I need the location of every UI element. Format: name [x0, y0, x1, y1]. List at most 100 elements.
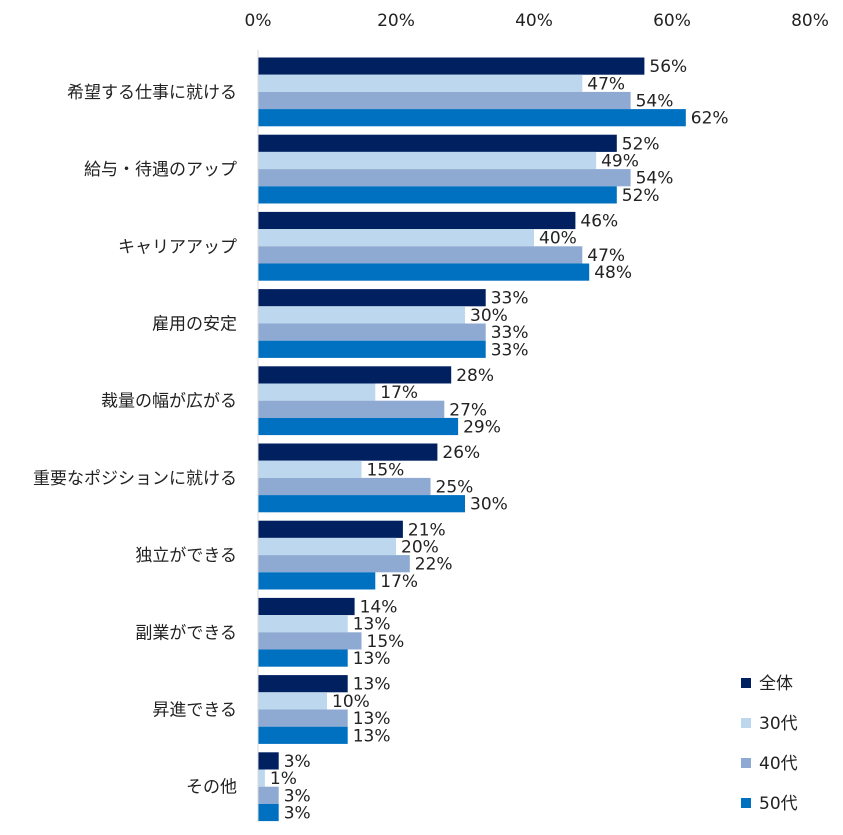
bar — [258, 57, 645, 75]
bar — [258, 211, 576, 230]
bar — [258, 572, 376, 590]
bar-value-label: 46% — [580, 212, 618, 232]
bar-value-label: 17% — [380, 572, 418, 592]
legend-label: 30代 — [759, 714, 798, 734]
bar — [258, 649, 348, 667]
bar-value-label: 26% — [442, 443, 480, 463]
bar-value-label: 29% — [463, 418, 501, 438]
bar-value-label: 30% — [470, 306, 508, 326]
x-tick-label: 80% — [791, 11, 829, 31]
bar-value-label: 28% — [456, 366, 494, 386]
bar-value-label: 17% — [380, 383, 418, 403]
category-label: 雇用の安定 — [152, 315, 237, 335]
bar — [258, 340, 486, 358]
bar — [258, 460, 362, 478]
bar — [258, 229, 534, 247]
bar — [258, 306, 465, 324]
bar — [258, 366, 452, 384]
bar — [258, 495, 465, 513]
legend-label: 40代 — [759, 754, 798, 774]
category-label: その他 — [186, 778, 237, 798]
legend-label: 全体 — [759, 674, 793, 694]
category-labels: 希望する仕事に就ける給与・待遇のアップキャリアアップ雇用の安定裁量の幅が広がる重… — [33, 83, 237, 798]
bar — [258, 786, 279, 804]
bar — [258, 803, 279, 822]
bar — [258, 632, 362, 650]
bar — [258, 186, 617, 204]
legend: 全体 30代 40代 50代 — [741, 674, 798, 814]
bar-value-label: 3% — [284, 752, 311, 772]
bar — [258, 263, 590, 281]
bar-value-label: 3% — [284, 804, 311, 824]
bar-value-label: 21% — [408, 520, 446, 540]
bar-value-label: 54% — [636, 92, 674, 112]
bar — [258, 615, 348, 633]
bar-value-label: 13% — [353, 675, 391, 695]
legend-label: 50代 — [759, 794, 798, 814]
bar-value-label: 25% — [436, 478, 474, 498]
category-label: 裁量の幅が広がる — [101, 392, 237, 412]
bar-value-label: 15% — [367, 632, 405, 652]
bar-value-label: 22% — [415, 555, 453, 575]
x-tick-label: 0% — [245, 11, 272, 31]
bar — [258, 726, 348, 744]
bar-value-label: 48% — [594, 263, 632, 283]
bar — [258, 769, 265, 787]
bar — [258, 692, 327, 710]
bar — [258, 597, 355, 616]
bar — [258, 675, 348, 693]
bar — [258, 134, 617, 152]
bars — [258, 57, 686, 822]
bar — [258, 555, 410, 573]
x-tick-label: 60% — [653, 11, 691, 31]
bar-value-label: 49% — [601, 152, 639, 172]
bar-value-label: 33% — [491, 323, 529, 343]
bar-value-label: 33% — [491, 289, 529, 309]
bar-value-label: 1% — [270, 769, 297, 789]
bar — [258, 91, 631, 110]
bar-value-label: 10% — [332, 692, 370, 712]
bar — [258, 477, 431, 496]
x-axis-ticks: 0% 20% 40% 60% 80% — [245, 11, 829, 31]
bar — [258, 169, 631, 187]
bar-value-label: 27% — [449, 400, 487, 420]
bar-value-label: 13% — [353, 726, 391, 746]
category-label: 希望する仕事に就ける — [67, 83, 237, 103]
bar-value-label: 56% — [649, 57, 687, 77]
bar — [258, 289, 486, 307]
bar-value-label: 14% — [360, 598, 398, 618]
x-tick-label: 20% — [377, 11, 415, 31]
bar — [258, 709, 348, 727]
bar — [258, 537, 396, 556]
bar-value-label: 47% — [587, 74, 625, 94]
bar-value-label: 13% — [353, 709, 391, 729]
bar-value-label: 62% — [691, 109, 729, 129]
legend-swatch — [741, 678, 751, 688]
bar — [258, 109, 686, 127]
bar-value-label: 3% — [284, 786, 311, 806]
legend-swatch — [741, 718, 751, 728]
legend-swatch — [741, 798, 751, 808]
legend-swatch — [741, 758, 751, 768]
bar-value-label: 13% — [353, 649, 391, 669]
bar — [258, 383, 376, 401]
bar-value-label: 15% — [367, 460, 405, 480]
value-labels: 56%47%54%62%52%49%54%52%46%40%47%48%33%3… — [270, 57, 729, 823]
category-label: 副業ができる — [135, 623, 237, 643]
bar-value-label: 33% — [491, 340, 529, 360]
bar-value-label: 20% — [401, 538, 439, 558]
bar-value-label: 52% — [622, 134, 660, 154]
bar — [258, 323, 486, 341]
bar — [258, 520, 403, 538]
category-label: 昇進できる — [152, 701, 237, 721]
category-label: キャリアアップ — [118, 237, 237, 257]
bar — [258, 443, 438, 461]
bar — [258, 246, 583, 264]
bar-value-label: 47% — [587, 246, 625, 266]
bar — [258, 151, 597, 170]
bar-value-label: 30% — [470, 495, 508, 515]
bar — [258, 400, 445, 418]
bar-value-label: 40% — [539, 229, 577, 249]
bar-value-label: 54% — [636, 169, 674, 189]
